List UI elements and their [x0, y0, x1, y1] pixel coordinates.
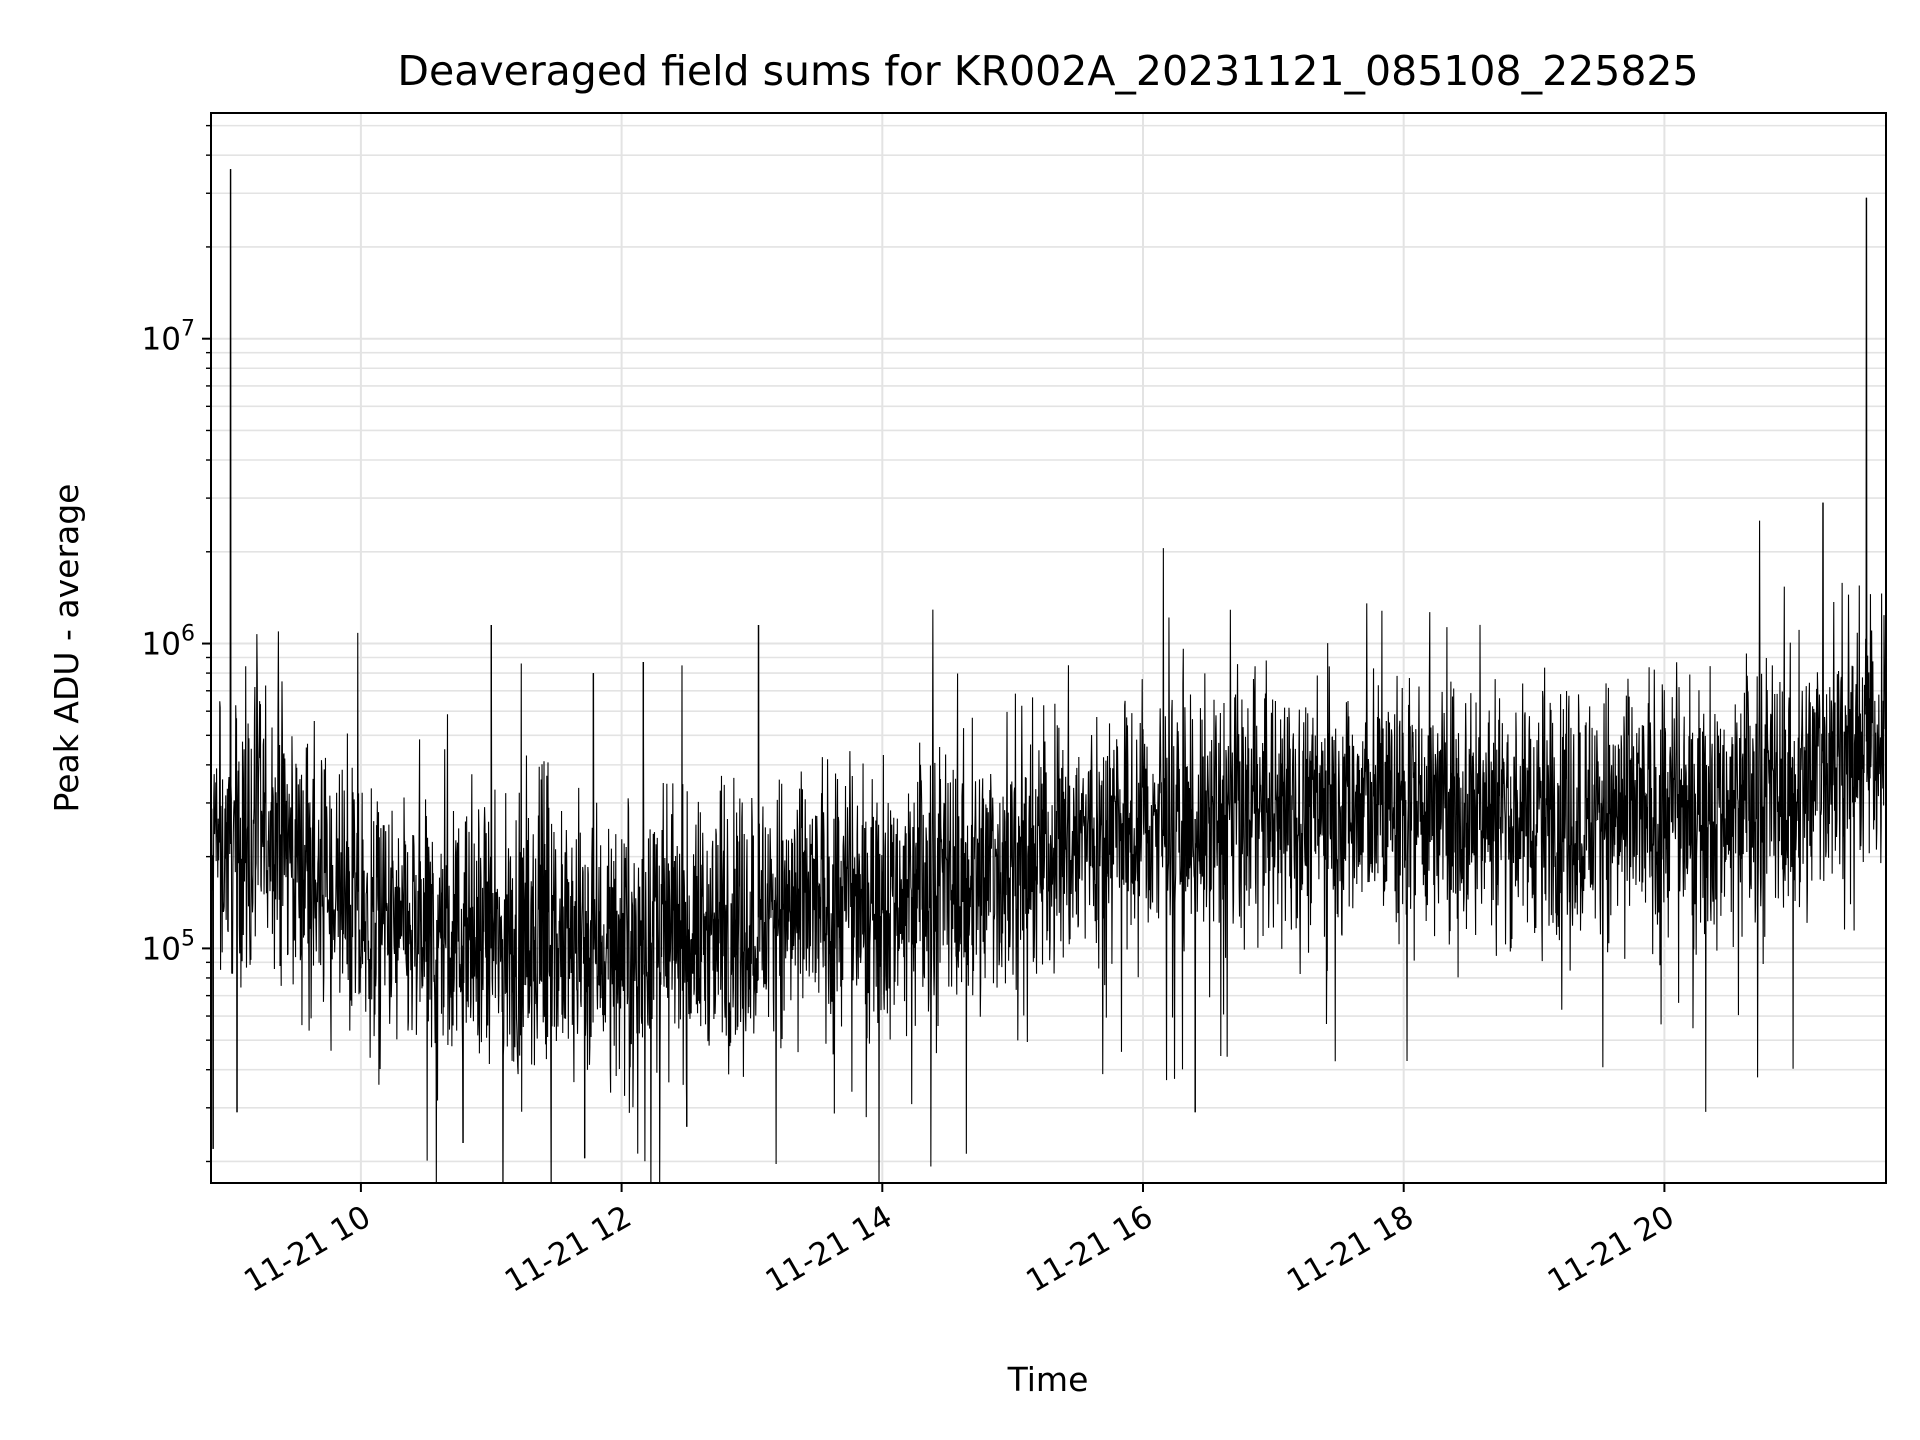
- series-line: [211, 169, 1886, 1183]
- y-tick-label: 105: [142, 926, 195, 967]
- y-tick-label: 106: [142, 622, 195, 663]
- chart-title: Deaveraged field sums for KR002A_2023112…: [397, 47, 1698, 95]
- y-axis-title: Peak ADU - average: [47, 484, 86, 813]
- data-layer: [211, 169, 1886, 1183]
- plot-frame: [210, 112, 1887, 1184]
- x-axis-title: Time: [1007, 1360, 1089, 1399]
- y-tick-label: 107: [142, 317, 195, 358]
